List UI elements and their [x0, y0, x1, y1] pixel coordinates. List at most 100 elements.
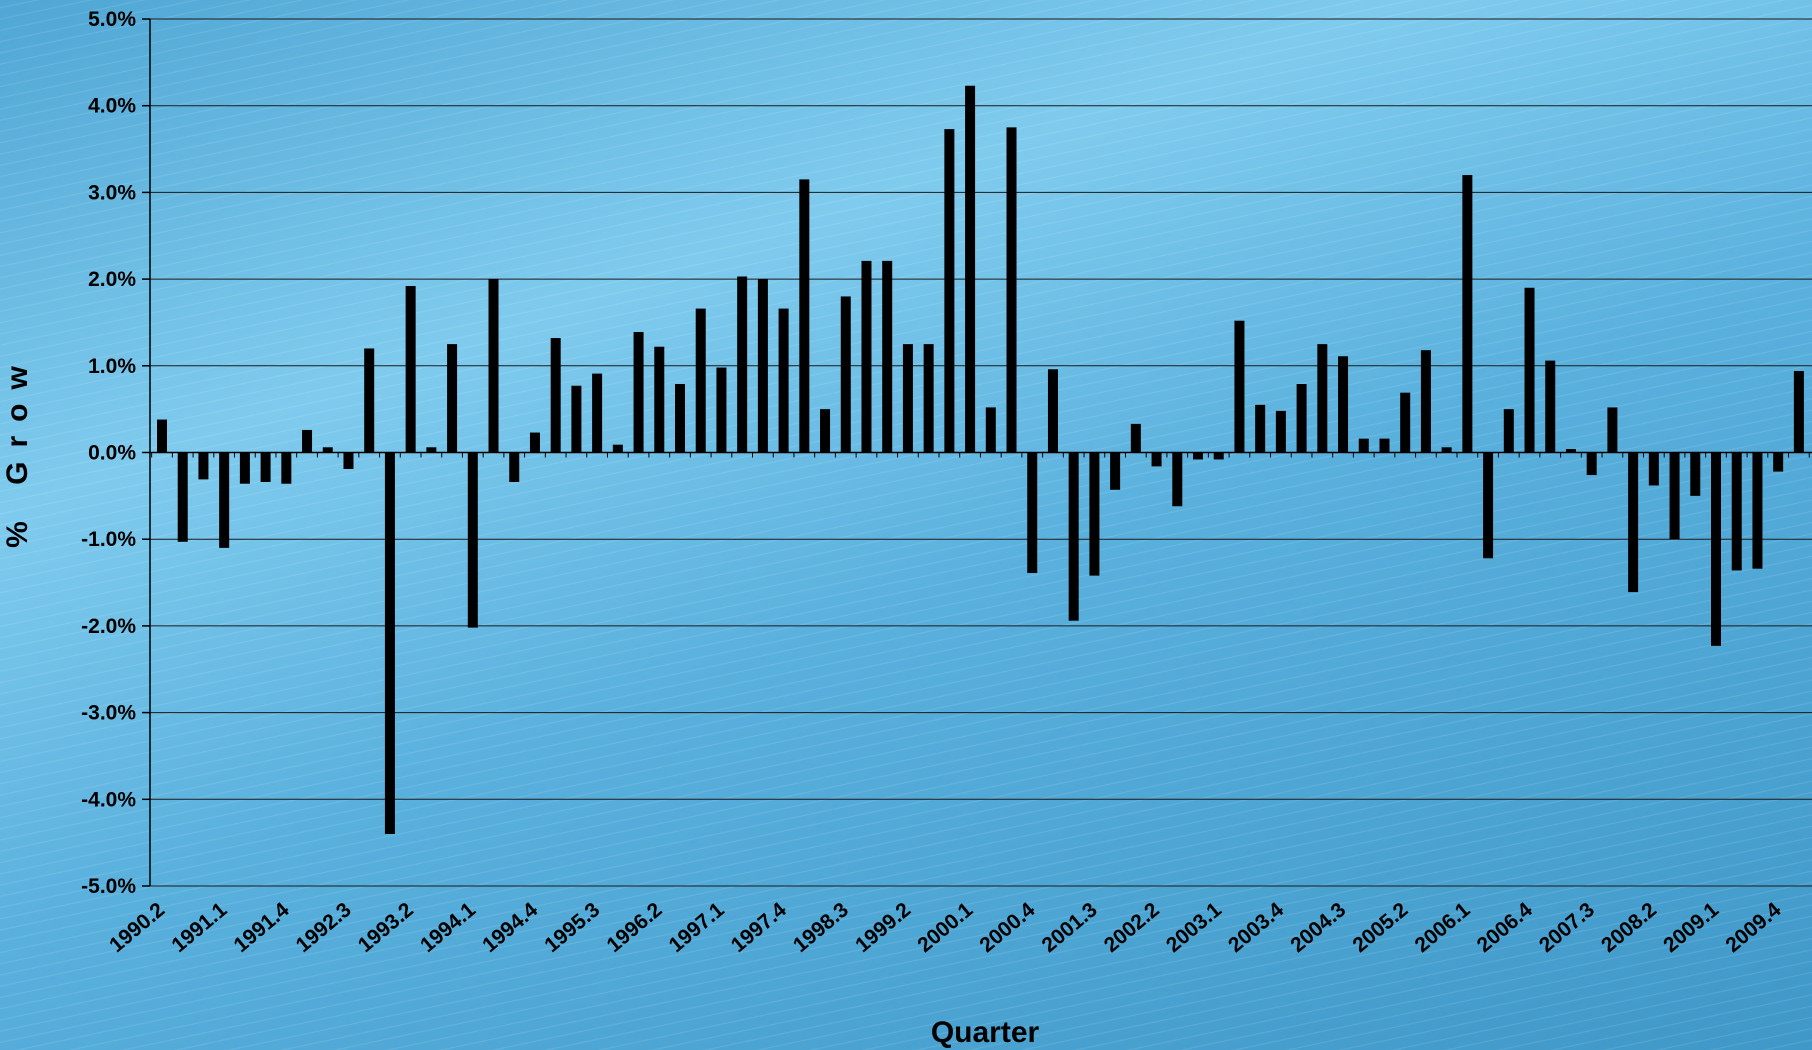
x-tick-label: 1993.2	[354, 898, 418, 957]
y-tick-label: 5.0%	[88, 8, 136, 31]
bar	[695, 308, 706, 453]
bar	[675, 384, 685, 453]
bar	[633, 331, 644, 453]
bar	[1586, 452, 1597, 476]
x-tick-label: 1995.3	[540, 898, 604, 957]
x-axis-title: Quarter	[931, 1016, 1040, 1049]
bar	[944, 129, 955, 453]
bar	[1317, 344, 1328, 453]
bar	[1213, 452, 1224, 460]
bar	[302, 429, 313, 453]
bar	[592, 373, 603, 453]
x-tick-labels: 1990.21991.11991.41992.31993.21994.11994…	[105, 898, 1785, 957]
bar	[1483, 452, 1494, 559]
bar	[488, 279, 499, 453]
bar	[550, 338, 561, 453]
bar	[1006, 127, 1017, 453]
bar	[1773, 452, 1784, 472]
bar	[1545, 360, 1556, 453]
x-tick-label: 2002.2	[1100, 898, 1164, 957]
bar	[1400, 392, 1411, 453]
bar	[820, 409, 831, 453]
bar	[1234, 320, 1245, 453]
x-tick-label: 1992.3	[292, 898, 356, 957]
bar	[778, 308, 789, 453]
bar	[364, 348, 375, 453]
x-tick-label: 1990.2	[105, 898, 169, 957]
bar	[902, 344, 913, 453]
bar	[1711, 452, 1721, 646]
bar	[1607, 407, 1618, 453]
bar	[529, 432, 540, 453]
y-tick-label: 1.0%	[88, 355, 136, 378]
x-tick-label: 2001.3	[1038, 898, 1102, 957]
bar	[1669, 452, 1680, 540]
x-tick-label: 2003.4	[1224, 898, 1288, 957]
bar	[882, 260, 893, 453]
x-tick-label: 2007.3	[1535, 898, 1599, 957]
bar	[861, 260, 872, 453]
bar	[840, 296, 851, 453]
axes	[149, 19, 1812, 886]
bar	[612, 444, 623, 453]
bar	[737, 276, 748, 453]
bar	[1296, 384, 1307, 453]
x-tick-label: 2000.4	[975, 898, 1039, 957]
bar	[1524, 287, 1535, 453]
x-tick-label: 1999.2	[851, 898, 915, 957]
bar	[1690, 452, 1701, 496]
bar	[1379, 438, 1390, 453]
bar	[426, 447, 437, 453]
x-tick-label: 2006.1	[1411, 898, 1475, 957]
y-tick-label: -3.0%	[81, 702, 136, 725]
bar	[1648, 452, 1659, 486]
bar	[343, 452, 354, 469]
bar	[1793, 371, 1804, 453]
x-tick-label: 2004.3	[1286, 898, 1350, 957]
x-tick-label: 1998.3	[789, 898, 853, 957]
bar	[1068, 452, 1079, 621]
bar	[965, 85, 976, 453]
bar	[509, 452, 520, 482]
bar	[447, 344, 458, 453]
y-tick-label: 0.0%	[88, 442, 136, 465]
bar	[1110, 452, 1121, 490]
bar	[1193, 452, 1203, 460]
bar	[1089, 452, 1100, 576]
bar	[716, 367, 727, 453]
bar	[1503, 409, 1514, 453]
x-tick-label: 1997.4	[727, 898, 791, 957]
x-tick-label: 2009.4	[1721, 898, 1785, 957]
bar	[1338, 356, 1349, 453]
bar	[1172, 452, 1183, 507]
x-tick-label: 2000.1	[913, 898, 977, 957]
x-tick-label: 1991.4	[230, 898, 294, 957]
bar	[757, 279, 768, 453]
bar	[1130, 423, 1141, 453]
bar	[1151, 452, 1162, 467]
x-tick-label: 1997.1	[665, 898, 729, 957]
bar	[1752, 452, 1763, 569]
bar	[157, 419, 167, 453]
y-tick-label: -4.0%	[81, 788, 136, 811]
y-axis-title: % Grow	[1, 352, 34, 548]
x-tick-label: 2008.2	[1597, 898, 1661, 957]
x-tick-label: 1996.2	[603, 898, 667, 957]
bar	[198, 452, 209, 480]
bar	[405, 286, 416, 453]
bar	[239, 452, 250, 484]
x-tick-label: 2003.1	[1162, 898, 1226, 957]
y-tick-label: -5.0%	[81, 875, 136, 898]
bar	[654, 346, 665, 453]
bar	[923, 344, 934, 453]
bar	[1565, 449, 1576, 453]
y-tick-label: -1.0%	[81, 528, 136, 551]
x-tick-label: 2009.1	[1659, 898, 1723, 957]
bar	[1275, 410, 1286, 453]
bar	[260, 452, 271, 482]
bar	[1255, 404, 1266, 453]
x-tick-label: 1994.4	[478, 898, 542, 957]
bar	[1628, 452, 1639, 593]
